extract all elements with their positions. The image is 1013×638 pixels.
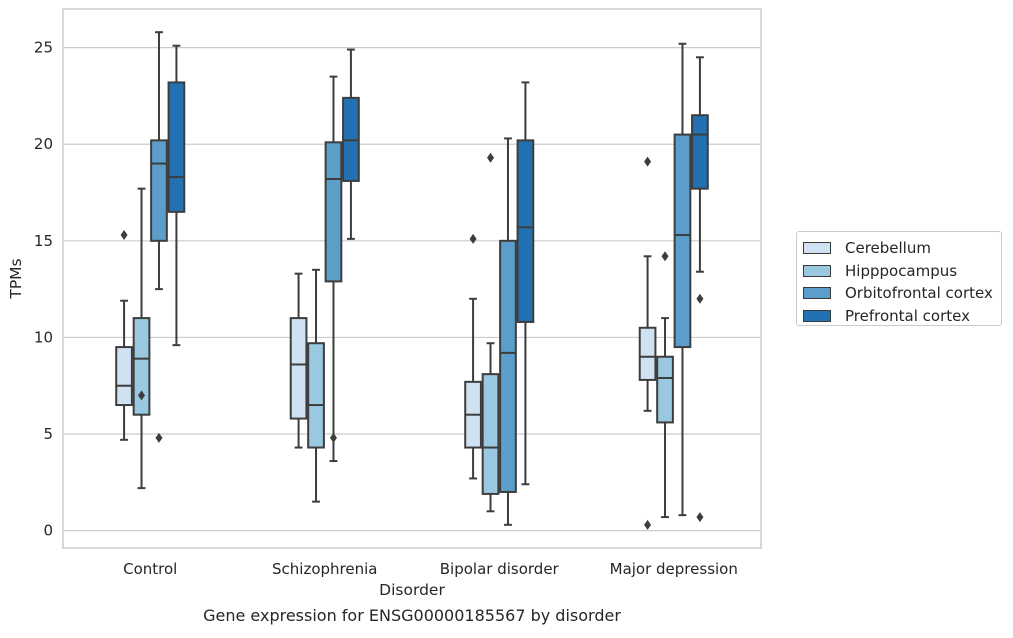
y-tick-label: 15 — [34, 232, 53, 250]
outlier-point — [155, 432, 163, 443]
box-0-3 — [638, 156, 657, 530]
box-body — [499, 239, 517, 493]
y-tick-label: 5 — [43, 425, 53, 443]
legend-swatch-hippocampus — [803, 264, 831, 277]
outlier-point — [644, 519, 652, 530]
box-1-1 — [307, 268, 325, 503]
box-body — [307, 342, 325, 449]
box-2-2 — [499, 137, 517, 526]
box-body — [324, 141, 343, 283]
box-body — [167, 81, 186, 213]
box-2-0 — [150, 31, 168, 443]
legend-swatch-cerebellum — [803, 242, 831, 255]
box-1-3 — [656, 251, 674, 519]
plot-frame — [62, 8, 762, 549]
x-tick-label: Bipolar disorder — [440, 560, 560, 578]
outlier-point — [696, 293, 704, 304]
legend-label-hippocampus: Hipppocampus — [845, 261, 958, 280]
y-tick-label: 20 — [34, 135, 53, 153]
legend-swatch-orbitofrontal — [803, 287, 831, 300]
box-body — [516, 139, 535, 323]
box-3-1 — [342, 48, 360, 240]
x-tick-label: Schizophrenia — [272, 560, 377, 578]
box-2-3 — [673, 42, 692, 517]
x-tick-label: Control — [123, 560, 177, 578]
box-body — [150, 139, 168, 242]
outlier-point — [329, 432, 337, 443]
box-body — [115, 346, 133, 407]
legend: Cerebellum Hipppocampus Orbitofrontal co… — [796, 231, 1002, 326]
outlier-point — [644, 156, 652, 167]
box-body — [289, 317, 308, 420]
legend-label-prefrontal: Prefrontal cortex — [845, 306, 970, 325]
box-body — [673, 133, 692, 349]
box-body — [691, 114, 709, 190]
legend-item-prefrontal: Prefrontal cortex — [803, 305, 1001, 328]
outlier-point — [120, 230, 128, 241]
box-3-0 — [167, 44, 186, 347]
box-1-2 — [481, 152, 500, 513]
outlier-point — [469, 233, 477, 244]
box-0-2 — [464, 233, 482, 480]
box-2-1 — [324, 75, 343, 463]
legend-label-orbitofrontal: Orbitofrontal cortex — [845, 284, 993, 303]
chart-caption: Gene expression for ENSG00000185567 by d… — [203, 606, 621, 625]
box-3-3 — [691, 56, 709, 523]
box-body — [638, 326, 657, 381]
y-tick-label: 25 — [34, 39, 53, 57]
outlier-point — [487, 152, 495, 163]
x-tick-label: Major depression — [610, 560, 738, 578]
box-body — [481, 373, 500, 495]
y-axis-label: TPMs — [7, 258, 25, 299]
legend-item-hippocampus: Hipppocampus — [803, 260, 1001, 283]
outlier-point — [138, 390, 146, 401]
box-1-0 — [132, 187, 151, 490]
box-0-1 — [289, 272, 308, 449]
legend-item-cerebellum: Cerebellum — [803, 237, 1001, 260]
box-3-2 — [516, 81, 535, 486]
y-tick-label: 0 — [43, 522, 53, 540]
legend-swatch-prefrontal — [803, 309, 831, 322]
box-body — [132, 317, 151, 416]
y-tick-label: 10 — [34, 328, 53, 346]
legend-item-orbitofrontal: Orbitofrontal cortex — [803, 282, 1001, 305]
outlier-point — [661, 251, 669, 262]
box-body — [656, 355, 674, 424]
box-0-0 — [115, 230, 133, 441]
legend-label-cerebellum: Cerebellum — [845, 239, 931, 258]
x-axis-label: Disorder — [379, 581, 445, 599]
outlier-point — [696, 512, 704, 523]
